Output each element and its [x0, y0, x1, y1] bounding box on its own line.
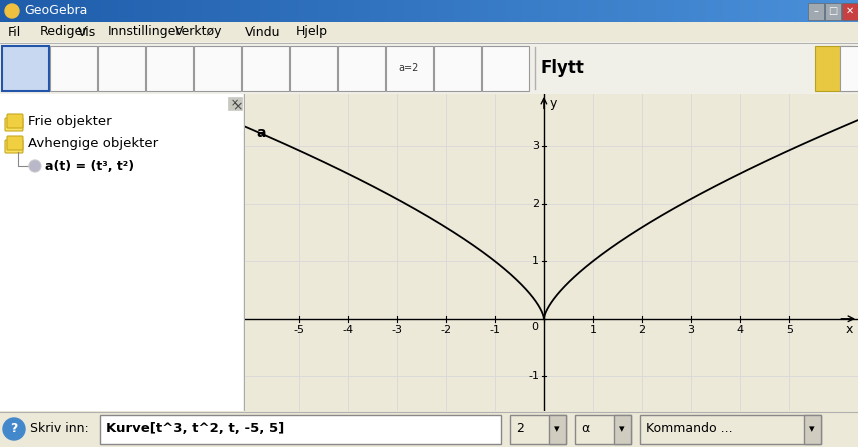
- Text: 1: 1: [589, 325, 596, 334]
- Text: y: y: [550, 97, 557, 110]
- Text: Kurve[t^3, t^2, t, -5, 5]: Kurve[t^3, t^2, t, -5, 5]: [106, 422, 284, 435]
- Circle shape: [30, 161, 40, 171]
- Text: 5: 5: [786, 325, 793, 334]
- FancyBboxPatch shape: [7, 136, 23, 150]
- Text: ▾: ▾: [554, 424, 559, 434]
- Text: 3: 3: [687, 325, 695, 334]
- Bar: [227, 97, 242, 110]
- Text: -1: -1: [489, 325, 500, 334]
- FancyBboxPatch shape: [825, 3, 841, 20]
- Text: -2: -2: [440, 325, 451, 334]
- Text: ?: ?: [10, 422, 18, 435]
- Text: ▾: ▾: [619, 424, 625, 434]
- FancyBboxPatch shape: [433, 46, 480, 90]
- Text: 2: 2: [638, 325, 645, 334]
- FancyBboxPatch shape: [289, 46, 336, 90]
- FancyBboxPatch shape: [548, 414, 565, 443]
- Text: □: □: [828, 6, 837, 16]
- FancyBboxPatch shape: [639, 414, 820, 443]
- FancyBboxPatch shape: [50, 46, 96, 90]
- Text: -4: -4: [342, 325, 353, 334]
- Circle shape: [5, 4, 19, 18]
- Text: GeoGebra: GeoGebra: [24, 4, 88, 17]
- Text: Kommando ...: Kommando ...: [646, 422, 733, 435]
- Text: Innstillinger: Innstillinger: [108, 25, 182, 38]
- Text: -1: -1: [528, 371, 539, 381]
- FancyBboxPatch shape: [98, 46, 144, 90]
- Text: ▾: ▾: [809, 424, 815, 434]
- Text: Flytt: Flytt: [540, 59, 584, 77]
- FancyBboxPatch shape: [5, 140, 23, 153]
- FancyBboxPatch shape: [481, 46, 529, 90]
- Text: ×: ×: [231, 98, 239, 108]
- Text: a=2: a=2: [399, 63, 420, 73]
- FancyBboxPatch shape: [839, 46, 858, 90]
- Text: a: a: [257, 126, 266, 140]
- FancyBboxPatch shape: [194, 46, 240, 90]
- Text: 4: 4: [737, 325, 744, 334]
- FancyBboxPatch shape: [241, 46, 288, 90]
- FancyBboxPatch shape: [385, 46, 432, 90]
- FancyBboxPatch shape: [613, 414, 631, 443]
- FancyBboxPatch shape: [7, 114, 23, 128]
- Circle shape: [29, 160, 41, 172]
- Text: 2: 2: [516, 422, 524, 435]
- FancyBboxPatch shape: [807, 3, 824, 20]
- FancyBboxPatch shape: [337, 46, 384, 90]
- FancyBboxPatch shape: [814, 46, 851, 90]
- Text: 2: 2: [532, 198, 539, 208]
- Text: Fil: Fil: [8, 25, 21, 38]
- Text: ✕: ✕: [845, 6, 854, 16]
- Text: Vindu: Vindu: [245, 25, 281, 38]
- Text: Verktøy: Verktøy: [175, 25, 222, 38]
- Text: Hjelp: Hjelp: [296, 25, 328, 38]
- Text: Vis: Vis: [78, 25, 96, 38]
- Text: 1: 1: [532, 256, 539, 266]
- FancyBboxPatch shape: [2, 46, 49, 90]
- FancyBboxPatch shape: [803, 414, 820, 443]
- Circle shape: [3, 418, 25, 440]
- Text: α: α: [581, 422, 589, 435]
- Text: 0: 0: [531, 322, 538, 332]
- Text: a(t) = (t³, t²): a(t) = (t³, t²): [45, 160, 134, 173]
- Text: Avhengige objekter: Avhengige objekter: [28, 138, 158, 151]
- FancyBboxPatch shape: [146, 46, 192, 90]
- Text: -3: -3: [391, 325, 402, 334]
- Text: Skriv inn:: Skriv inn:: [30, 422, 88, 435]
- FancyBboxPatch shape: [842, 3, 857, 20]
- FancyBboxPatch shape: [575, 414, 631, 443]
- FancyBboxPatch shape: [5, 118, 23, 131]
- FancyBboxPatch shape: [100, 414, 500, 443]
- Text: Rediger: Rediger: [40, 25, 88, 38]
- Text: x: x: [846, 323, 853, 337]
- Text: –: –: [813, 6, 818, 16]
- FancyBboxPatch shape: [510, 414, 565, 443]
- Text: 3: 3: [532, 141, 539, 151]
- Text: -5: -5: [293, 325, 304, 334]
- Text: ×: ×: [233, 100, 243, 113]
- Text: Frie objekter: Frie objekter: [28, 115, 112, 128]
